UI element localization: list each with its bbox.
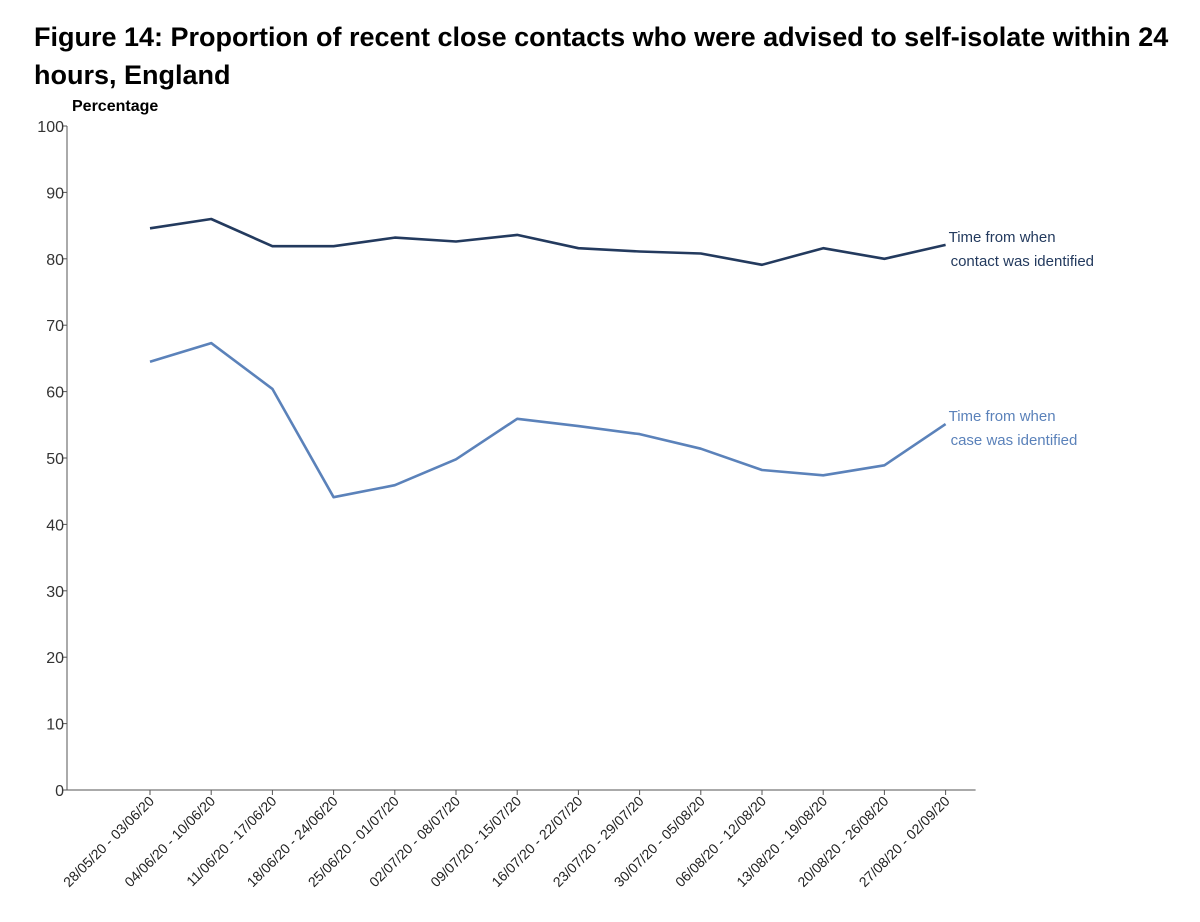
y-axis-label: Percentage <box>72 98 159 115</box>
series-line-1 <box>149 217 946 267</box>
series-label-1: contact was identified <box>951 253 1094 270</box>
series-line-2 <box>149 341 947 499</box>
y-tick-label: 100 <box>37 119 64 136</box>
y-tick-label: 80 <box>46 252 64 269</box>
y-tick-label: 20 <box>46 650 64 667</box>
series-label-2: Time from when <box>949 408 1056 425</box>
y-tick-label: 50 <box>46 451 64 468</box>
series-label-2: case was identified <box>951 432 1078 449</box>
y-tick-label: 10 <box>46 717 64 734</box>
y-tick-label: 0 <box>55 783 64 800</box>
y-tick-label: 30 <box>46 584 64 601</box>
y-tick-label: 60 <box>46 385 64 402</box>
series-label-1: Time from when <box>949 229 1056 246</box>
y-tick-label: 90 <box>46 185 64 202</box>
y-tick-label: 40 <box>46 517 64 534</box>
y-tick-label: 70 <box>46 318 64 335</box>
chart-title: Figure 14: Proportion of recent close co… <box>34 22 1169 90</box>
